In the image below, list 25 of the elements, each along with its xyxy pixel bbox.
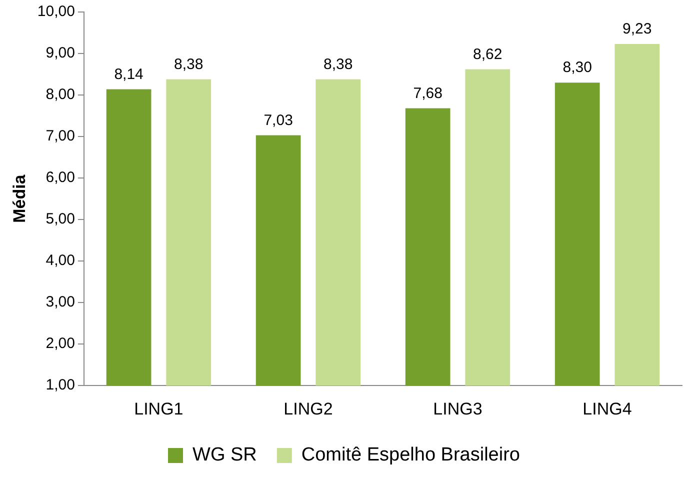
legend-label: WG SR: [192, 444, 257, 466]
y-tick-label: 9,00: [46, 44, 75, 62]
y-tick-label: 8,00: [46, 86, 75, 104]
y-tick-label: 1,00: [46, 376, 75, 394]
y-tick-label: 10,00: [37, 3, 75, 20]
data-label: 8,38: [324, 56, 353, 73]
x-tick-label: LING2: [284, 399, 333, 418]
y-tick-label: 4,00: [46, 252, 75, 270]
data-label: 7,03: [264, 112, 293, 129]
legend-label: Comitê Espelho Brasileiro: [301, 444, 520, 466]
y-axis-title: Média: [10, 174, 29, 223]
data-label: 7,68: [413, 84, 442, 102]
y-tick-label: 6,00: [46, 169, 75, 186]
y-tick-label: 2,00: [46, 335, 75, 352]
data-label: 8,62: [473, 46, 502, 63]
x-tick-label: LING1: [134, 399, 184, 418]
y-tick-label: 7,00: [46, 128, 75, 145]
data-label: 8,38: [174, 56, 204, 73]
y-tick-label: 3,00: [46, 294, 75, 311]
x-tick-label: LING4: [582, 399, 632, 418]
x-tick-label: LING3: [433, 399, 482, 418]
data-label: 8,30: [562, 59, 592, 76]
y-tick-label: 5,00: [46, 210, 75, 228]
data-label: 9,23: [622, 20, 652, 38]
data-label: 8,14: [114, 66, 144, 83]
